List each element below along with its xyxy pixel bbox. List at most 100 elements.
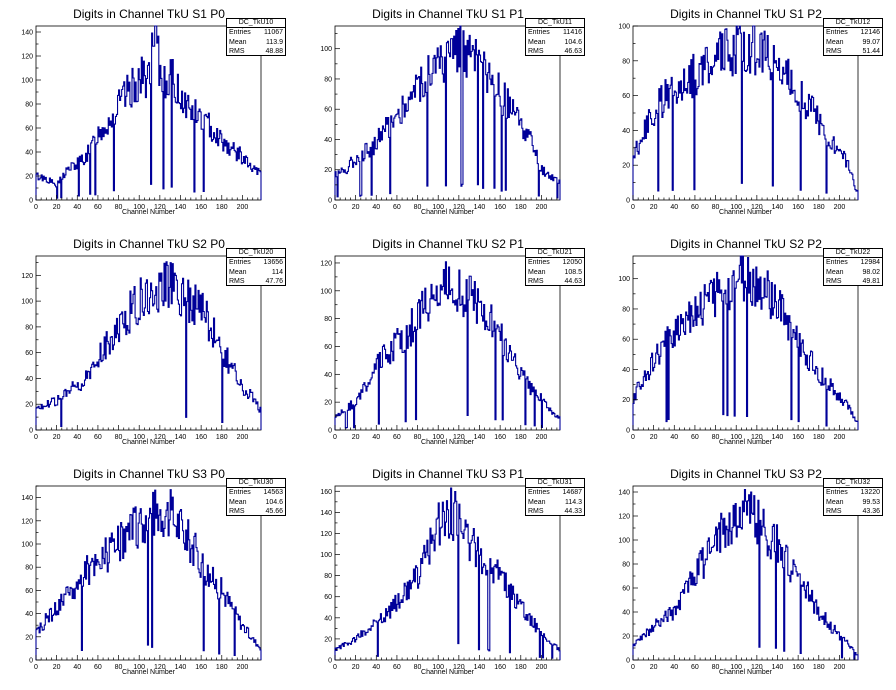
stats-label: RMS [528, 508, 544, 515]
y-tick-label: 140 [21, 30, 33, 37]
x-tick-label: 80 [414, 664, 422, 671]
x-tick-label: 100 [133, 434, 145, 441]
x-tick-label: 200 [536, 664, 548, 671]
x-tick-label: 160 [195, 664, 207, 671]
y-tick-label: 60 [324, 594, 332, 601]
stats-label: Entries [528, 259, 550, 266]
stats-value: 14563 [263, 489, 283, 496]
y-tick-label: 60 [25, 588, 33, 595]
stats-name: DC_TkU32 [824, 479, 882, 488]
plot-frame [632, 485, 859, 661]
stats-label: Entries [229, 489, 251, 496]
stats-row-rms: RMS 44.33 [526, 507, 584, 517]
stats-label: Mean [229, 268, 247, 276]
stats-box: DC_TkU30 Entries 14563 Mean 104.6 RMS 45.66 [226, 478, 286, 516]
y-tick-label: 80 [324, 316, 332, 323]
x-tick-label: 20 [53, 204, 61, 211]
stats-label: Entries [826, 29, 848, 36]
y-tick-label: 20 [622, 397, 630, 404]
y-tick-label: 0 [29, 198, 33, 205]
stats-label: Entries [229, 29, 251, 36]
stats-row-mean: Mean 114 [227, 268, 285, 278]
x-tick-label: 40 [670, 664, 678, 671]
plot-frame [35, 25, 262, 201]
stats-label: RMS [826, 48, 842, 55]
x-tick-label: 140 [175, 434, 187, 441]
chart-title: Digits in Channel TkU S3 P0 [73, 467, 225, 481]
x-tick-label: 120 [154, 204, 166, 211]
stats-label: RMS [528, 48, 544, 55]
histogram-panel: Digits in Channel TkU S3 P0 0 20 40 60 80 100 1… [0, 460, 298, 690]
y-tick-label: 100 [21, 78, 33, 85]
y-tick-label: 40 [622, 610, 630, 617]
x-tick-label: 120 [154, 434, 166, 441]
x-tick-label: 160 [792, 434, 804, 441]
y-tick-label: 0 [328, 428, 332, 435]
chart-title: Digits in Channel TkU S2 P1 [372, 237, 524, 251]
y-tick-label: 40 [25, 150, 33, 157]
x-tick-label: 40 [372, 204, 380, 211]
stats-value: 14687 [562, 489, 582, 496]
stats-name: DC_TkU22 [824, 249, 882, 258]
x-tick-label: 0 [631, 204, 635, 211]
y-tick-label: 40 [25, 611, 33, 618]
stats-label: Mean [528, 268, 546, 276]
stats-value: 47.76 [265, 278, 283, 285]
x-tick-label: 140 [175, 204, 187, 211]
stats-value: 13220 [860, 489, 880, 496]
x-tick-label: 80 [712, 204, 720, 211]
y-tick-label: 80 [324, 573, 332, 580]
y-tick-label: 100 [320, 46, 332, 53]
y-tick-label: 120 [21, 518, 33, 525]
x-tick-label: 140 [474, 664, 486, 671]
chart-title: Digits in Channel TkU S2 P2 [670, 237, 822, 251]
x-axis-label: Channel Number [719, 209, 772, 216]
stats-label: Mean [826, 498, 844, 506]
histogram-panel: Digits in Channel TkU S3 P2 0 20 40 60 80 100 1… [597, 460, 895, 690]
x-tick-label: 40 [372, 664, 380, 671]
y-tick-label: 100 [618, 24, 630, 31]
stats-value: 114 [271, 268, 283, 276]
y-tick-label: 120 [320, 531, 332, 538]
stats-value: 12146 [860, 29, 880, 36]
y-tick-label: 40 [324, 137, 332, 144]
stats-value: 104.6 [564, 38, 582, 46]
histogram-plot: 0 20 40 60 80 100 120 140 160 180 200 0 20 40 60 80 100 1… [618, 485, 859, 671]
x-tick-label: 60 [393, 204, 401, 211]
y-tick-label: 80 [25, 565, 33, 572]
y-tick-label: 20 [25, 174, 33, 181]
x-tick-label: 160 [494, 434, 506, 441]
stats-label: Entries [229, 259, 251, 266]
x-tick-label: 180 [515, 434, 527, 441]
stats-label: Mean [528, 38, 546, 46]
y-tick-label: 140 [21, 495, 33, 502]
stats-row-mean: Mean 114.3 [526, 498, 584, 508]
x-tick-label: 200 [237, 204, 249, 211]
histogram-plot: 0 20 40 60 80 100 120 140 160 180 200 0 20 40 60 80 100 [320, 25, 561, 211]
stats-label: RMS [229, 48, 245, 55]
x-tick-label: 100 [432, 434, 444, 441]
y-tick-label: 20 [25, 634, 33, 641]
x-tick-label: 100 [133, 204, 145, 211]
x-tick-label: 140 [474, 204, 486, 211]
y-tick-label: 40 [324, 372, 332, 379]
y-tick-label: 20 [324, 636, 332, 643]
x-axis-label: Channel Number [122, 209, 175, 216]
stats-row-rms: RMS 46.63 [526, 47, 584, 57]
stats-box: DC_TkU31 Entries 14687 Mean 114.3 RMS 44.33 [525, 478, 585, 516]
stats-box: DC_TkU21 Entries 12050 Mean 108.5 RMS 44.63 [525, 248, 585, 286]
stats-value: 99.53 [862, 498, 880, 506]
histogram-line [632, 25, 859, 200]
y-tick-label: 40 [25, 376, 33, 383]
y-tick-label: 40 [622, 367, 630, 374]
stats-label: Entries [528, 489, 550, 496]
stats-value: 98.02 [862, 268, 880, 276]
x-tick-label: 180 [813, 204, 825, 211]
histogram-line [334, 261, 561, 430]
x-tick-label: 20 [352, 204, 360, 211]
y-tick-label: 80 [25, 324, 33, 331]
stats-value: 114.3 [565, 498, 582, 506]
y-tick-label: 100 [618, 276, 630, 283]
stats-value: 45.66 [265, 508, 283, 515]
x-tick-label: 80 [414, 434, 422, 441]
